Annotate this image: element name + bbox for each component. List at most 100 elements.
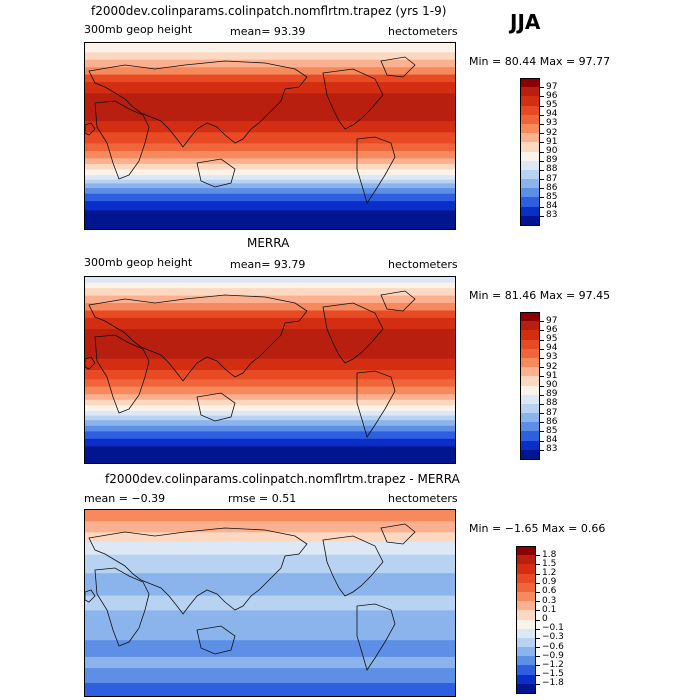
panel2-field-label: 300mb geop height (84, 256, 193, 269)
colorbar-swatch (516, 683, 536, 694)
contour-band (85, 43, 455, 53)
colorbar-swatch (520, 376, 540, 386)
colorbar-level-label: −0.6 (542, 641, 564, 652)
colorbar-tick (540, 87, 544, 89)
panel3-map-svg (85, 510, 455, 696)
colorbar-swatch (516, 555, 536, 565)
colorbar-swatch (520, 422, 540, 432)
colorbar-swatch (520, 312, 540, 322)
panel1-title: f2000dev.colinparams.colinpatch.nomflrtm… (91, 4, 447, 18)
coastline (196, 158, 236, 188)
colorbar-level-label: −0.1 (542, 623, 564, 634)
contour-band (85, 521, 455, 533)
contour-band (85, 93, 455, 122)
colorbar-tick (536, 656, 540, 658)
contour-band (85, 541, 455, 556)
panel1-mean: mean= 93.39 (230, 25, 306, 38)
colorbar-tick (536, 628, 540, 630)
colorbar-level-label: 0.1 (542, 604, 557, 615)
contour-band (85, 143, 455, 152)
contour-band (85, 394, 455, 401)
colorbar-swatch (520, 385, 540, 396)
panel3-title: f2000dev.colinparams.colinpatch.nomflrtm… (105, 472, 460, 486)
contour-band (85, 438, 455, 447)
colorbar-level-label: 95 (546, 100, 558, 111)
contour-band (85, 610, 455, 641)
contour-band (85, 532, 455, 543)
contour-band (85, 169, 455, 176)
colorbar-swatch (520, 197, 540, 208)
panel1-minmax: Min = 80.44 Max = 97.77 (469, 55, 611, 68)
coastline (356, 370, 396, 438)
colorbar-swatch (520, 440, 540, 451)
contour-band (85, 370, 455, 380)
colorbar-swatch (520, 142, 540, 152)
panel2-title: MERRA (247, 236, 290, 250)
colorbar-tick (540, 169, 544, 171)
colorbar-swatch (520, 330, 540, 341)
coastline (85, 589, 96, 603)
coastline (88, 294, 308, 382)
coastline (196, 392, 236, 422)
coastline (380, 56, 416, 78)
contour-band (85, 74, 455, 83)
colorbar-tick (540, 123, 544, 125)
colorbar-swatch (516, 564, 536, 575)
colorbar-level-label: 84 (546, 435, 558, 446)
colorbar-tick (540, 449, 544, 451)
colorbar-swatch (520, 87, 540, 97)
colorbar-level-label: 0.9 (542, 577, 557, 588)
coastline (356, 136, 396, 204)
colorbar-level-label: −1.5 (542, 669, 564, 680)
coastline (88, 60, 308, 148)
panel3-units: hectometers (388, 492, 458, 505)
colorbar-tick (540, 179, 544, 181)
colorbar-level-label: 96 (546, 90, 558, 101)
colorbar-swatch (520, 348, 540, 359)
colorbar-tick (536, 573, 540, 575)
colorbar-tick (536, 683, 540, 685)
colorbar-level-label: 94 (546, 343, 558, 354)
colorbar-swatch (520, 151, 540, 162)
colorbar-level-label: 89 (546, 155, 558, 166)
colorbar-tick (540, 142, 544, 144)
colorbar-tick (536, 674, 540, 676)
coastline (322, 302, 384, 364)
contour-band (85, 358, 455, 371)
contour-band (85, 329, 455, 360)
contour-band (85, 573, 455, 597)
coastline (380, 290, 416, 312)
colorbar-level-label: 95 (546, 334, 558, 345)
colorbar-swatch (516, 610, 536, 620)
colorbar-swatch (520, 321, 540, 331)
contour-band (85, 425, 455, 432)
panel2-units: hectometers (388, 258, 458, 271)
colorbar-swatch (520, 169, 540, 180)
contour-band (85, 431, 455, 440)
contour-band (85, 595, 455, 612)
contour-band (85, 179, 455, 184)
colorbar-tick (540, 357, 544, 359)
contour-band (85, 210, 455, 229)
colorbar-swatch (520, 160, 540, 171)
colorbar-level-label: 85 (546, 425, 558, 436)
contour-band (85, 132, 455, 145)
contour-band (85, 121, 455, 133)
panel1-colorbar: 97 96 95 94 93 92 91 90 89 88 87 86 85 84 83 (520, 78, 580, 226)
colorbar-level-label: 97 (546, 315, 558, 326)
coastline (88, 527, 308, 615)
colorbar-swatch (516, 619, 536, 630)
contour-band (85, 640, 455, 658)
panel2-minmax: Min = 81.46 Max = 97.45 (469, 289, 611, 302)
contour-band (85, 163, 455, 171)
contour-band (85, 67, 455, 76)
panel3-map (84, 509, 456, 697)
contour-band (85, 288, 455, 297)
colorbar-tick (536, 591, 540, 593)
panel3-mean: mean = −0.39 (84, 492, 166, 505)
colorbar-tick (540, 367, 544, 369)
colorbar-swatch (520, 78, 540, 88)
coastline (94, 567, 150, 647)
contour-band (85, 193, 455, 202)
colorbar-tick (540, 440, 544, 442)
